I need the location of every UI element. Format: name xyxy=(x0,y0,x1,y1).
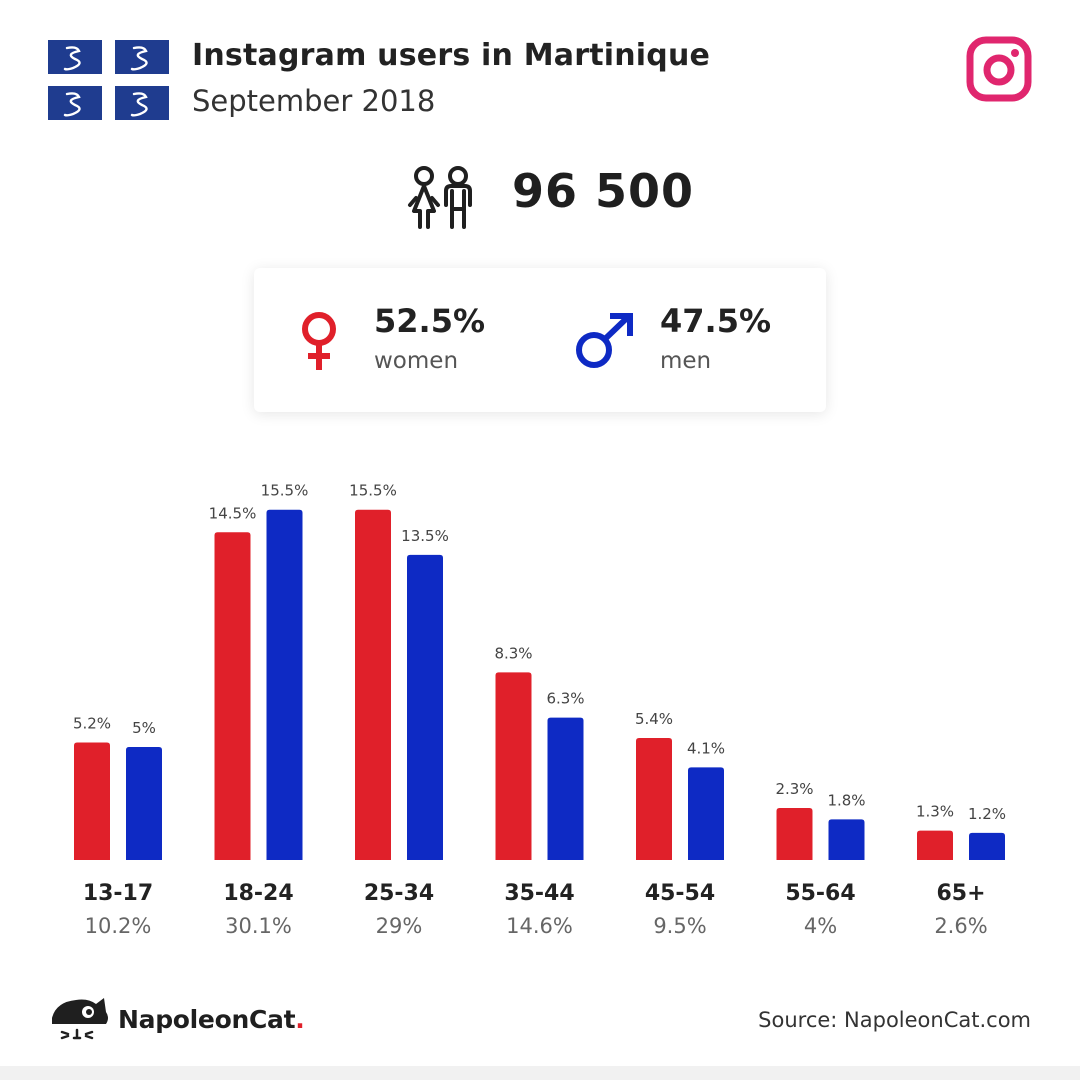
category-total-35-44: 14.6% xyxy=(506,914,573,938)
category-label-25-34: 25-34 xyxy=(364,881,434,906)
bar-women-18-24 xyxy=(214,532,251,860)
brand-name-text: NapoleonCat xyxy=(118,1005,296,1034)
men-label: men xyxy=(660,348,712,374)
bottom-strip xyxy=(0,1066,1080,1080)
source-text: Source: NapoleonCat.com xyxy=(758,1008,1031,1032)
female-symbol-icon xyxy=(302,312,336,370)
bar-women-35-44 xyxy=(495,672,532,860)
age-gender-bar-chart: 5.2% 5%13-1710.2%14.5%15.5%18-2430.1%15.5… xyxy=(73,482,1006,938)
value-label-men-35-44: 6.3% xyxy=(546,690,584,708)
bar-women-65+ xyxy=(917,830,953,860)
women-percentage: 52.5% xyxy=(374,302,486,340)
value-label-men-45-54: 4.1% xyxy=(687,739,725,757)
value-label-women-55-64: 2.3% xyxy=(775,780,813,798)
category-total-45-54: 9.5% xyxy=(653,914,706,938)
male-symbol-icon xyxy=(576,313,633,368)
category-total-65+: 2.6% xyxy=(934,914,987,938)
bar-men-55-64 xyxy=(828,819,865,860)
instagram-icon[interactable] xyxy=(966,36,1032,102)
bar-women-13-17 xyxy=(74,742,110,860)
category-label-13-17: 13-17 xyxy=(83,881,153,906)
bar-men-18-24 xyxy=(266,509,303,860)
category-total-55-64: 4% xyxy=(804,914,837,938)
value-label-women-13-17: 5.2% xyxy=(73,714,111,732)
category-total-25-34: 29% xyxy=(376,914,423,938)
bar-men-25-34 xyxy=(407,554,443,860)
martinique-flag-icon xyxy=(47,39,170,121)
category-total-13-17: 10.2% xyxy=(85,914,152,938)
value-label-men-18-24: 15.5% xyxy=(261,482,309,500)
people-icon xyxy=(408,166,472,229)
page-title: Instagram users in Martinique xyxy=(192,38,711,73)
value-label-women-18-24: 14.5% xyxy=(209,504,257,522)
bar-women-55-64 xyxy=(776,808,813,860)
value-label-men-55-64: 1.8% xyxy=(827,791,865,809)
bar-men-35-44 xyxy=(547,717,584,860)
category-label-18-24: 18-24 xyxy=(223,881,293,906)
value-label-women-25-34: 15.5% xyxy=(349,482,397,500)
value-label-women-45-54: 5.4% xyxy=(635,710,673,728)
napoleoncat-logo-icon xyxy=(52,998,108,1040)
category-label-55-64: 55-64 xyxy=(785,881,855,906)
category-label-65+: 65+ xyxy=(936,881,985,906)
bar-women-25-34 xyxy=(355,509,391,860)
brand-dot: . xyxy=(295,1005,305,1034)
page-subtitle: September 2018 xyxy=(192,84,436,118)
value-label-women-35-44: 8.3% xyxy=(494,644,532,662)
category-label-35-44: 35-44 xyxy=(504,881,574,906)
gender-split-card xyxy=(254,268,826,412)
total-users: 96 500 xyxy=(512,164,695,218)
category-total-18-24: 30.1% xyxy=(225,914,292,938)
value-label-men-65+: 1.2% xyxy=(968,805,1006,823)
value-label-men-25-34: 13.5% xyxy=(401,527,449,545)
men-percentage: 47.5% xyxy=(660,302,772,340)
bar-men-13-17 xyxy=(126,747,162,860)
bar-women-45-54 xyxy=(636,737,672,860)
category-label-45-54: 45-54 xyxy=(645,881,715,906)
brand-name[interactable]: NapoleonCat. xyxy=(118,1005,305,1034)
value-label-women-65+: 1.3% xyxy=(916,803,954,821)
value-label-men-13-17: 5% xyxy=(132,719,156,737)
women-label: women xyxy=(374,348,459,374)
bar-men-65+ xyxy=(969,832,1005,860)
bar-men-45-54 xyxy=(688,767,724,860)
